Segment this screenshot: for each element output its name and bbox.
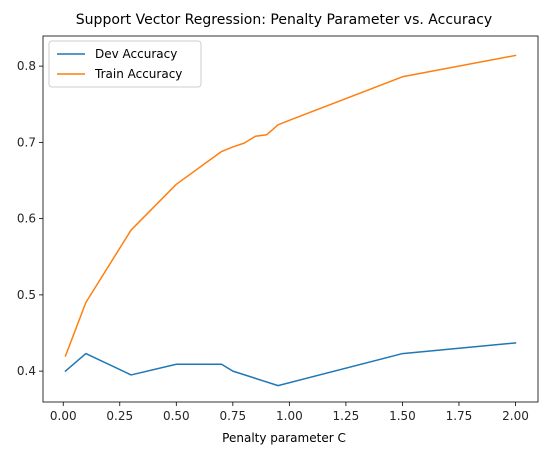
x-tick-label: 1.25 xyxy=(333,409,360,423)
series-line-train-accuracy xyxy=(66,55,516,355)
y-tick-label: 0.6 xyxy=(17,212,36,226)
x-tick-label: 1.00 xyxy=(276,409,303,423)
x-tick-label: 1.50 xyxy=(389,409,416,423)
plot-area: 0.00 0.25 0.50 0.75 1.00 1.25 1.50 1.75 2.00 0.4 0… xyxy=(17,36,538,423)
y-tick-label: 0.8 xyxy=(17,59,36,73)
legend-label-train-accuracy: Train Accuracy xyxy=(94,67,182,81)
x-axis-label: Penalty parameter C xyxy=(222,431,346,445)
y-tick-label: 0.4 xyxy=(17,364,36,378)
x-tick-label: 0.50 xyxy=(163,409,190,423)
y-tick-label: 0.5 xyxy=(17,288,36,302)
series-line-dev-accuracy xyxy=(66,343,516,386)
x-tick-label: 2.00 xyxy=(502,409,529,423)
x-tick-label: 0.00 xyxy=(50,409,77,423)
y-tick-label: 0.7 xyxy=(17,135,36,149)
x-tick-label: 1.75 xyxy=(446,409,473,423)
x-tick-label: 0.75 xyxy=(219,409,246,423)
chart-title: Support Vector Regression: Penalty Param… xyxy=(76,12,492,28)
x-tick-label: 0.25 xyxy=(106,409,133,423)
legend-label-dev-accuracy: Dev Accuracy xyxy=(95,47,177,61)
